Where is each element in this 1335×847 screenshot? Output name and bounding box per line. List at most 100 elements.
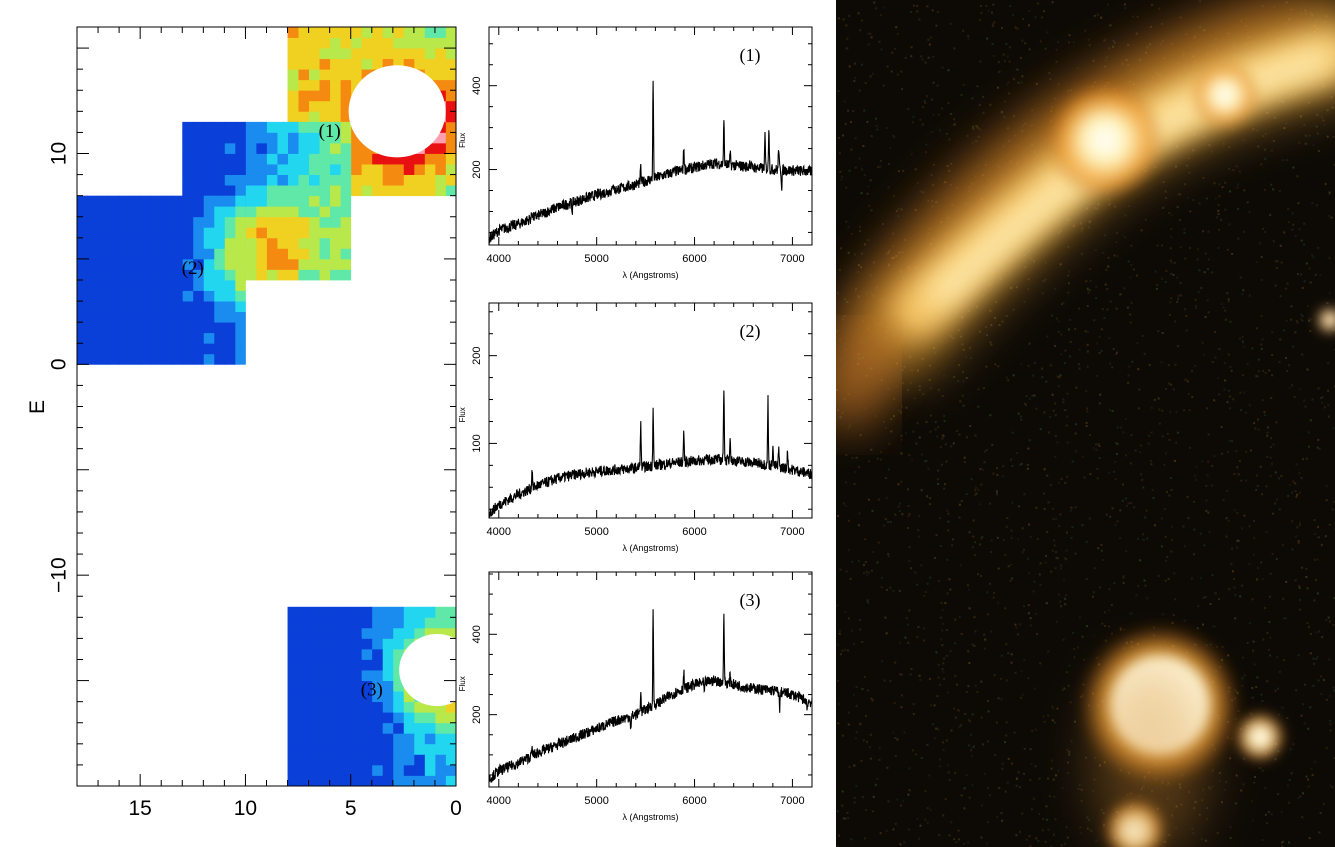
noise-pixel	[1103, 611, 1106, 614]
noise-pixel	[859, 723, 862, 726]
map-pixel	[371, 712, 383, 724]
map-pixel	[98, 353, 109, 365]
noise-pixel	[1268, 648, 1270, 651]
noise-pixel	[1301, 566, 1304, 569]
noise-pixel	[980, 575, 982, 577]
map-pixel	[403, 722, 415, 734]
noise-pixel	[1067, 684, 1070, 687]
noise-pixel	[1013, 731, 1016, 734]
noise-pixel	[937, 676, 940, 679]
map-pixel	[361, 69, 373, 81]
map-pixel	[171, 322, 183, 334]
noise-pixel	[980, 836, 983, 839]
noise-pixel	[1045, 602, 1048, 605]
map-pixel	[87, 206, 99, 218]
map-pixel	[161, 353, 173, 365]
noise-pixel	[915, 442, 918, 445]
noise-pixel	[908, 609, 911, 612]
noise-pixel	[938, 177, 941, 180]
map-pixel	[298, 627, 310, 639]
noise-pixel	[1238, 170, 1241, 173]
noise-pixel	[1276, 656, 1279, 659]
noise-pixel	[922, 106, 924, 109]
map-pixel	[161, 301, 173, 313]
noise-pixel	[892, 590, 895, 593]
noise-pixel	[1248, 525, 1251, 528]
noise-pixel	[1308, 134, 1311, 137]
noise-pixel	[952, 123, 955, 126]
noise-pixel	[1006, 83, 1009, 86]
noise-pixel	[893, 397, 896, 400]
noise-pixel	[918, 389, 921, 391]
noise-pixel	[1032, 797, 1035, 800]
noise-pixel	[968, 607, 971, 610]
noise-pixel	[885, 632, 888, 635]
map-pixel	[434, 58, 446, 70]
noise-pixel	[1049, 415, 1052, 418]
noise-pixel	[916, 583, 919, 586]
noise-pixel	[1304, 134, 1307, 137]
noise-pixel	[1116, 520, 1119, 523]
noise-pixel	[1170, 550, 1173, 553]
noise-pixel	[1243, 514, 1246, 517]
map-pixel	[234, 185, 246, 197]
map-pixel	[340, 754, 352, 766]
map-pixel	[340, 691, 352, 703]
map-pixel	[434, 48, 446, 60]
noise-pixel	[1078, 307, 1080, 310]
noise-pixel	[1302, 703, 1305, 706]
map-pixel	[361, 722, 373, 734]
noise-pixel	[945, 460, 948, 463]
noise-pixel	[887, 555, 890, 558]
noise-pixel	[847, 427, 850, 430]
map-pixel	[371, 764, 383, 776]
x-tick-label: 4000	[487, 253, 511, 265]
noise-pixel	[867, 32, 869, 35]
noise-pixel	[1304, 683, 1306, 686]
noise-pixel	[970, 733, 973, 736]
noise-pixel	[910, 55, 913, 58]
noise-pixel	[991, 42, 994, 45]
noise-pixel	[1020, 670, 1023, 673]
noise-pixel	[1107, 3, 1109, 6]
noise-pixel	[940, 463, 943, 466]
noise-pixel	[927, 56, 930, 59]
noise-pixel	[1218, 348, 1221, 350]
noise-pixel	[991, 23, 994, 26]
noise-pixel	[1230, 440, 1233, 443]
noise-pixel	[1256, 129, 1259, 132]
noise-pixel	[1092, 591, 1095, 594]
noise-pixel	[954, 618, 957, 621]
noise-pixel	[924, 151, 927, 154]
noise-pixel	[1309, 419, 1312, 422]
noise-pixel	[1287, 221, 1290, 224]
noise-pixel	[922, 627, 925, 630]
noise-pixel	[942, 435, 945, 438]
map-pixel	[119, 258, 131, 270]
noise-pixel	[1095, 297, 1098, 300]
noise-pixel	[1216, 377, 1219, 380]
noise-pixel	[1267, 426, 1269, 429]
map-pixel	[340, 37, 352, 49]
map-pixel	[329, 722, 341, 734]
noise-pixel	[1005, 376, 1008, 379]
map-pixel	[87, 227, 99, 239]
noise-pixel	[1260, 315, 1263, 317]
noise-pixel	[1245, 411, 1248, 414]
map-pixel	[98, 322, 109, 334]
noise-pixel	[1113, 254, 1116, 257]
noise-pixel	[1256, 578, 1259, 581]
noise-pixel	[1319, 274, 1322, 277]
noise-pixel	[1080, 252, 1083, 255]
map-pixel	[350, 754, 362, 766]
map-pixel	[234, 269, 246, 281]
noise-pixel	[982, 95, 985, 98]
noise-pixel	[1313, 558, 1316, 561]
map-pixel	[266, 269, 278, 281]
noise-pixel	[1211, 271, 1214, 274]
map-pixel	[382, 733, 394, 745]
noise-pixel	[1033, 361, 1036, 364]
noise-pixel	[1312, 144, 1315, 147]
noise-pixel	[1007, 652, 1010, 655]
map-pixel	[319, 174, 331, 186]
